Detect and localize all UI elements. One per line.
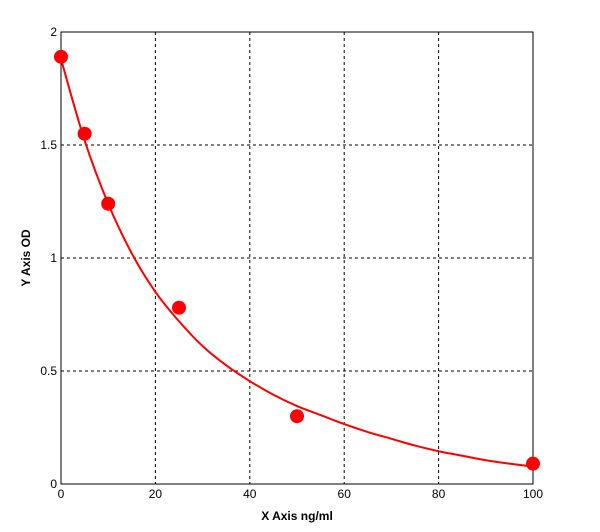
y-tick-label: 1 <box>50 251 57 265</box>
data-point <box>77 126 92 141</box>
y-tick-label: 1.5 <box>40 138 57 152</box>
y-tick-label: 0.5 <box>40 364 57 378</box>
x-tick-label: 20 <box>149 487 163 501</box>
series-layer <box>54 49 540 471</box>
data-point <box>290 409 304 424</box>
plot-border <box>60 31 534 485</box>
x-tick-label: 80 <box>432 487 446 501</box>
x-tick-label: 0 <box>58 487 65 501</box>
x-tick-label: 40 <box>243 487 257 501</box>
x-axis-label: X Axis ng/ml <box>261 509 333 523</box>
y-tick-label: 0 <box>50 477 57 491</box>
grid <box>61 32 533 484</box>
fitted-curve-line <box>60 58 534 468</box>
tick-labels: 0 20 40 60 80 100 0 0.5 1 1.5 2 <box>40 25 543 501</box>
data-point <box>526 456 540 471</box>
data-point <box>54 49 68 64</box>
data-point <box>101 196 116 211</box>
y-axis-label: Y Axis OD <box>19 229 33 287</box>
x-tick-label: 60 <box>338 487 352 501</box>
x-tick-label: 100 <box>523 487 543 501</box>
data-point <box>172 300 186 315</box>
y-tick-label: 2 <box>50 25 57 39</box>
